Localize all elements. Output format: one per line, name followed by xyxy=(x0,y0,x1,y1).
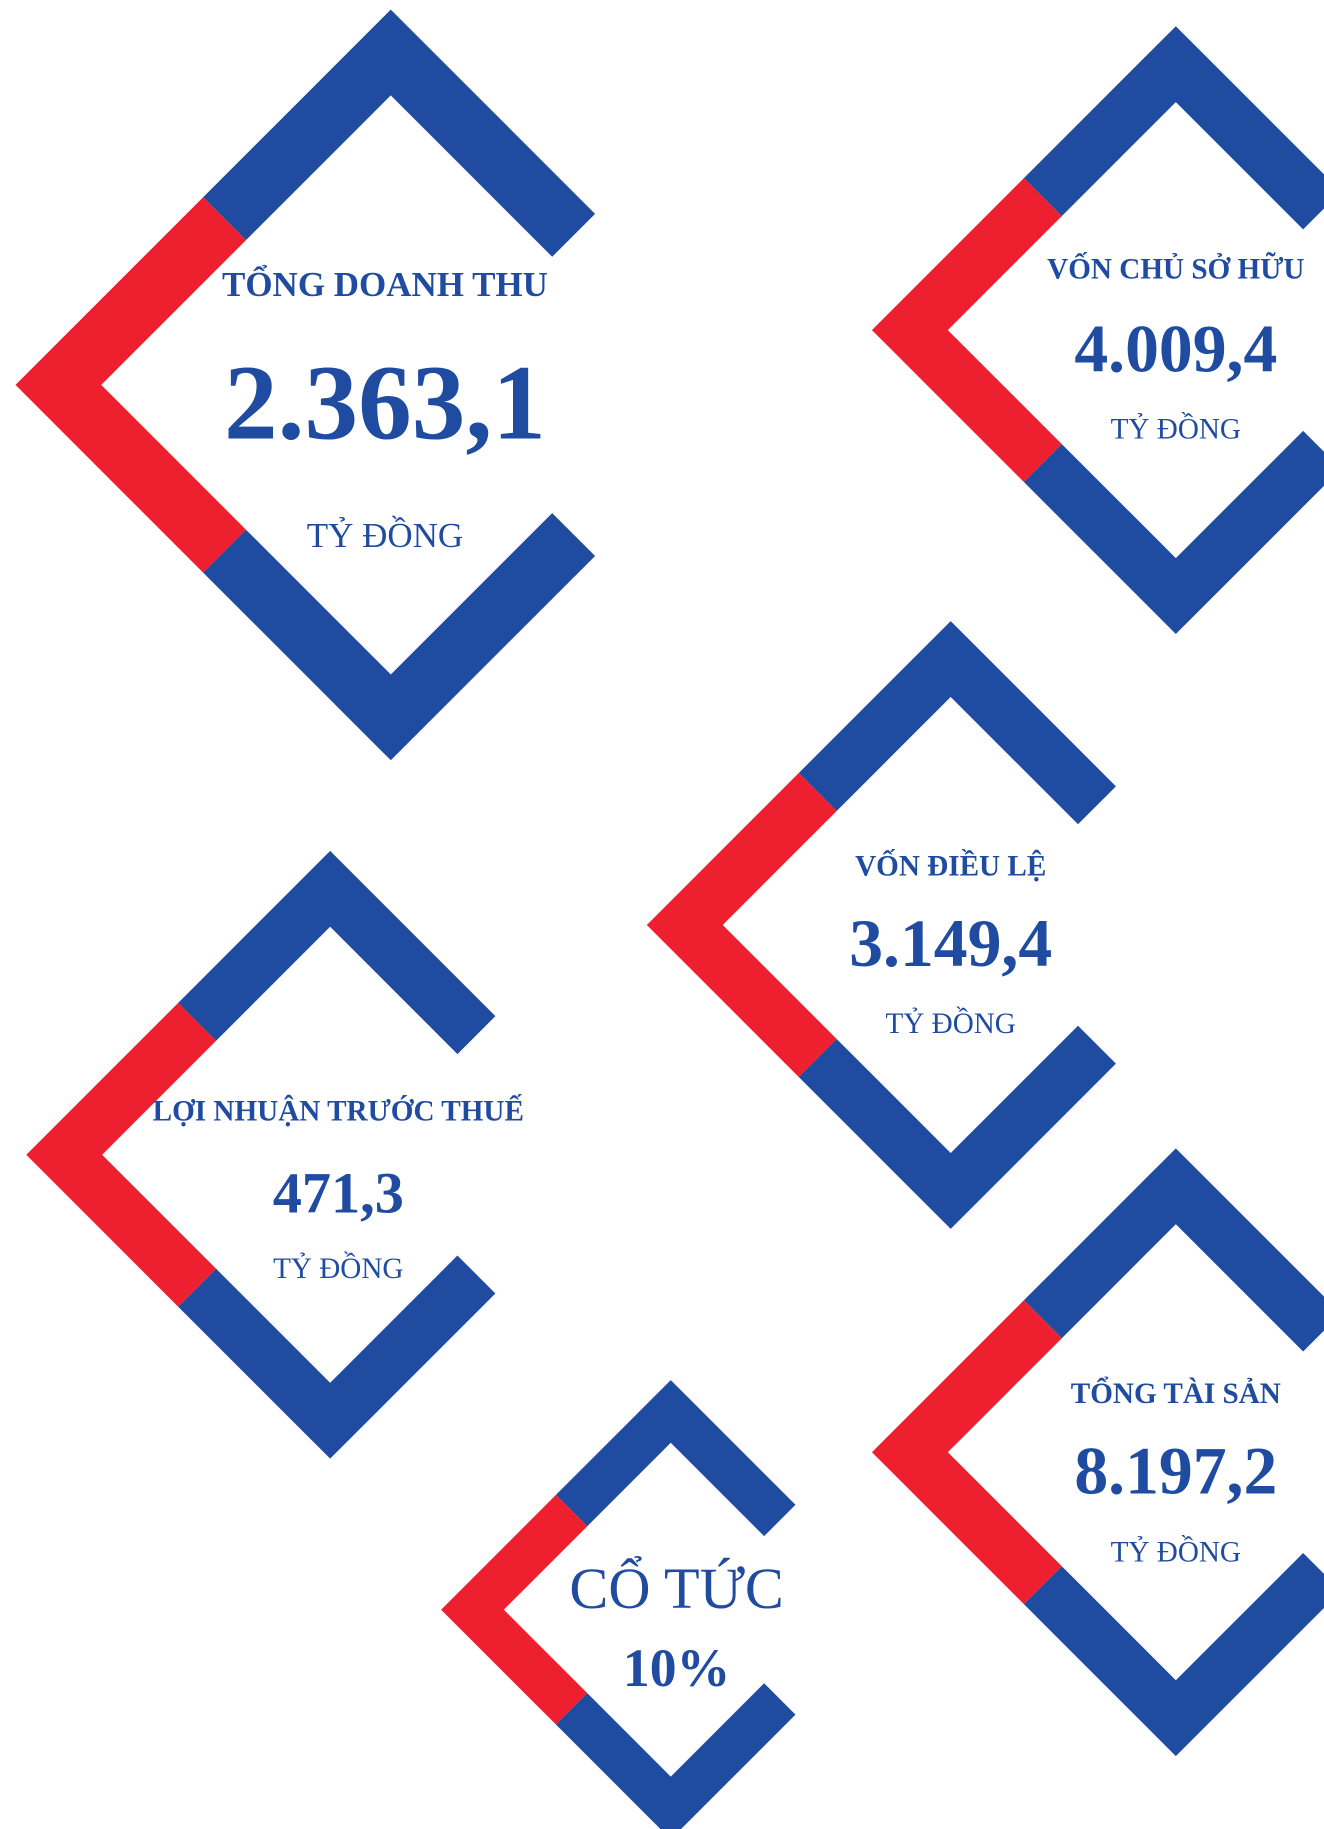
frame-top xyxy=(1023,1148,1324,1352)
frame-left xyxy=(871,178,1062,483)
item-value: 10% xyxy=(623,1638,730,1698)
frame-top xyxy=(1023,26,1324,230)
item-value: 471,3 xyxy=(273,1161,404,1226)
frame-top xyxy=(178,850,496,1055)
item-unit: TỶ ĐỒNG xyxy=(307,514,463,555)
item-title: CỔ TỨC xyxy=(569,1555,783,1621)
item-unit: TỶ ĐỒNG xyxy=(1111,411,1241,445)
item-title: TỔNG TÀI SẢN xyxy=(1071,1376,1281,1410)
item-title: TỔNG DOANH THU xyxy=(222,263,548,304)
item-unit: TỶ ĐỒNG xyxy=(1111,1535,1241,1569)
item-value: 8.197,2 xyxy=(1074,1433,1277,1508)
frame-left xyxy=(871,1300,1062,1605)
frame-top xyxy=(555,1380,796,1537)
frame-bottom xyxy=(1023,430,1324,634)
frame-left xyxy=(26,1002,217,1307)
frame-bottom xyxy=(178,1255,496,1459)
item-unit: TỶ ĐỒNG xyxy=(886,1006,1016,1040)
frame-top xyxy=(203,9,596,257)
frame-bottom xyxy=(798,1025,1116,1229)
item-value: 2.363,1 xyxy=(224,344,546,463)
item-value: 4.009,4 xyxy=(1074,311,1277,386)
frame-bottom xyxy=(203,513,596,761)
frame-bottom xyxy=(555,1683,796,1829)
item-value: 3.149,4 xyxy=(849,906,1052,981)
item-unit: TỶ ĐỒNG xyxy=(273,1251,403,1285)
frame-left xyxy=(441,1494,588,1725)
frame-top xyxy=(798,621,1116,825)
frame-bottom xyxy=(1023,1552,1324,1757)
item-title: LỢI NHUẬN TRƯỚC THUẾ xyxy=(153,1094,524,1128)
item-title: VỐN ĐIỀU LỆ xyxy=(855,849,1046,883)
frame-left xyxy=(646,773,837,1077)
frame-left xyxy=(15,197,247,573)
item-title: VỐN CHỦ SỞ HỮU xyxy=(1047,251,1304,285)
